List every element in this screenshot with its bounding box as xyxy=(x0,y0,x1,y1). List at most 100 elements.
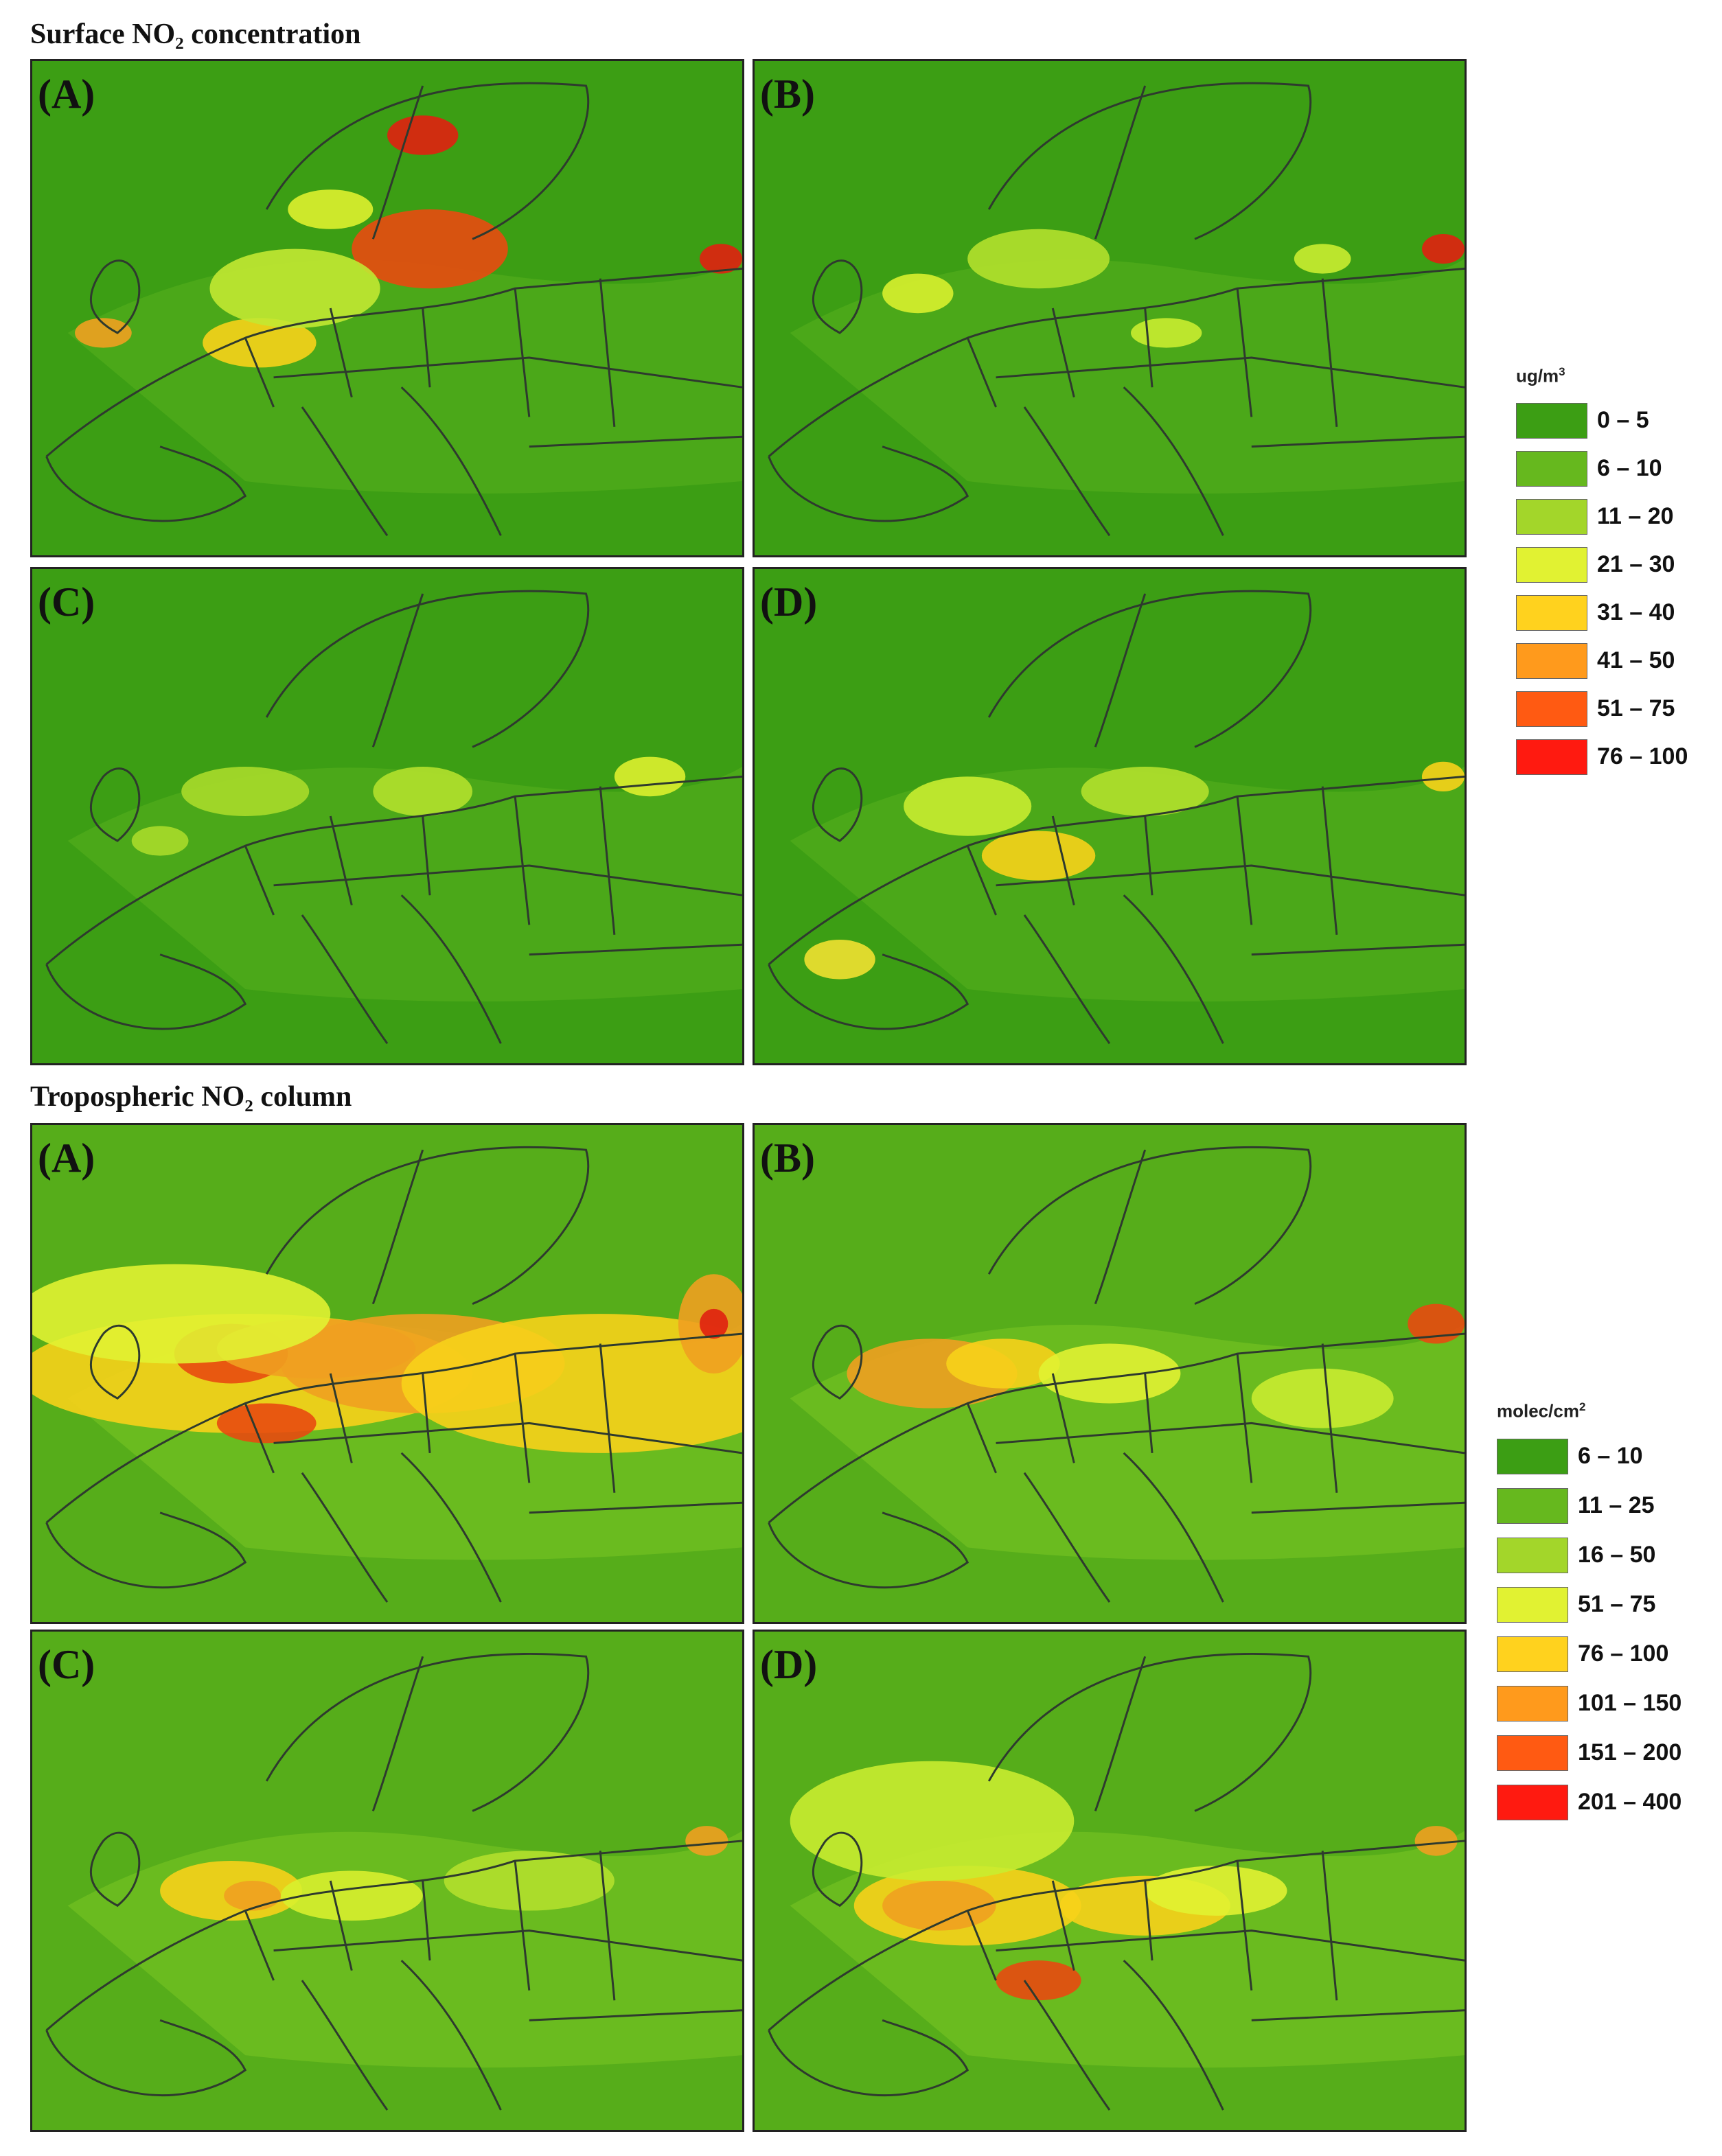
border-line xyxy=(1321,278,1338,427)
legend-swatch xyxy=(1516,546,1587,583)
legend-swatch xyxy=(1497,1735,1568,1771)
border-line xyxy=(529,435,742,448)
border-line xyxy=(529,2009,742,2021)
border-line xyxy=(273,1929,742,1962)
legend-item: 76 – 100 xyxy=(1497,1630,1681,1679)
border-line xyxy=(400,1960,502,2111)
land-tint xyxy=(790,259,1465,494)
concentration-patch xyxy=(790,1761,1075,1881)
border-line xyxy=(966,337,997,408)
panel-label-d: (D) xyxy=(760,579,818,625)
border-line xyxy=(812,259,863,334)
border-line xyxy=(514,1353,531,1483)
border-line xyxy=(599,278,616,427)
concentration-patch xyxy=(981,831,1096,881)
legend-item: 21 – 30 xyxy=(1516,541,1688,589)
border-line xyxy=(1123,894,1224,1044)
borders xyxy=(768,1652,1465,2111)
surface-map-b-svg xyxy=(755,61,1465,555)
surface-map-c-svg xyxy=(32,569,742,1063)
legend-label: 6 – 10 xyxy=(1578,1443,1643,1470)
border-line xyxy=(1144,815,1153,896)
border-line xyxy=(768,445,969,522)
border-line xyxy=(273,864,742,896)
border-line xyxy=(265,1146,590,1306)
legend-label: 76 – 100 xyxy=(1578,1641,1669,1667)
surface-map-d-svg xyxy=(755,569,1465,1063)
concentration-patch xyxy=(32,1264,331,1364)
panel-label-c: (C) xyxy=(38,1642,95,1687)
border-line xyxy=(45,445,247,522)
borders xyxy=(768,1146,1465,1603)
legend-item: 11 – 20 xyxy=(1516,493,1688,541)
panel-label-a: (A) xyxy=(38,1135,95,1181)
legend-item: 101 – 150 xyxy=(1497,1679,1681,1728)
border-line xyxy=(966,1402,997,1474)
legend-label: 41 – 50 xyxy=(1597,647,1675,674)
concentration-patch xyxy=(804,940,875,980)
border-line xyxy=(273,356,742,389)
border-line xyxy=(987,590,1312,748)
border-line xyxy=(599,786,616,935)
concentration-patch xyxy=(1251,1368,1394,1428)
concentration-patch xyxy=(1081,767,1209,816)
border-line xyxy=(371,85,424,240)
border-line xyxy=(45,2019,247,2097)
tropo-map-d-svg xyxy=(755,1632,1465,2130)
tropo-map-b: (B) xyxy=(753,1123,1467,1624)
border-line xyxy=(529,1501,742,1514)
border-line xyxy=(1123,1452,1224,1603)
concentration-patch xyxy=(1421,234,1465,264)
border-line xyxy=(400,894,502,1044)
legend-item: 51 – 75 xyxy=(1497,1580,1681,1630)
border-line xyxy=(599,1343,616,1493)
legend-item: 6 – 10 xyxy=(1516,445,1688,493)
legend-label: 51 – 75 xyxy=(1578,1591,1656,1618)
border-line xyxy=(529,943,742,956)
border-line xyxy=(45,1511,247,1589)
border-line xyxy=(996,356,1465,389)
borders xyxy=(768,590,1465,1045)
border-line xyxy=(1321,786,1338,935)
surface-map-d: (D) xyxy=(753,567,1467,1065)
border-line xyxy=(329,815,353,905)
border-line xyxy=(996,1929,1465,1962)
border-line xyxy=(1321,1343,1338,1493)
border-line xyxy=(89,1324,141,1400)
border-line xyxy=(1144,308,1153,388)
surface-map-a: (A) xyxy=(30,59,744,557)
border-line xyxy=(1251,2009,1465,2021)
border-line xyxy=(1236,796,1253,925)
concentration-patch xyxy=(699,1308,728,1339)
border-line xyxy=(768,1332,1465,1524)
border-line xyxy=(987,1146,1312,1306)
concentration-patch xyxy=(1131,318,1202,348)
concentration-patch xyxy=(181,767,310,816)
concentration-patch xyxy=(882,1881,996,1931)
surface-legend: ug/m3 0 – 5 6 – 10 11 – 20 21 – 30 31 – 40 41… xyxy=(1516,365,1688,781)
border-line xyxy=(599,1851,616,2001)
border-line xyxy=(1236,1353,1253,1483)
tropo-map-d: (D) xyxy=(753,1630,1467,2132)
border-line xyxy=(768,953,969,1030)
border-line xyxy=(768,267,1465,458)
legend-swatch xyxy=(1497,1537,1568,1573)
border-line xyxy=(1023,914,1111,1045)
border-line xyxy=(514,288,531,417)
concentration-patch xyxy=(131,826,189,856)
concentration-patch xyxy=(401,1314,742,1453)
concentration-patch xyxy=(203,318,317,368)
surface-map-c: (C) xyxy=(30,567,744,1065)
border-line xyxy=(244,845,275,916)
legend-swatch xyxy=(1497,1784,1568,1820)
border-line xyxy=(1123,386,1224,536)
legend-swatch xyxy=(1516,450,1587,487)
legend-item: 11 – 25 xyxy=(1497,1481,1681,1531)
legend-item: 31 – 40 xyxy=(1516,589,1688,637)
borders xyxy=(45,1652,742,2111)
legend-item: 201 – 400 xyxy=(1497,1778,1681,1827)
concentration-patch xyxy=(996,1960,1081,2001)
legend-item: 51 – 75 xyxy=(1516,685,1688,733)
concentration-patch xyxy=(1294,244,1351,274)
legend-swatch xyxy=(1497,1636,1568,1672)
